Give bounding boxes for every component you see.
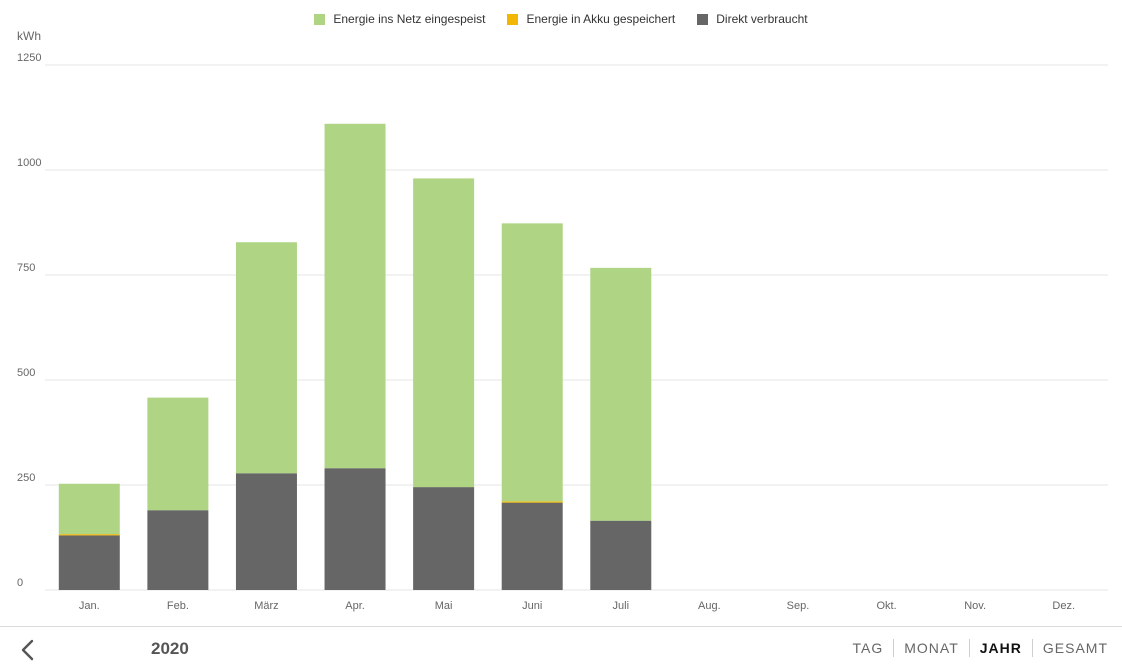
bar-segment[interactable] [235, 242, 297, 474]
bar-segment[interactable] [147, 397, 209, 511]
y-tick-label: 250 [17, 472, 35, 484]
bar-segment[interactable] [147, 510, 209, 590]
legend-item-battery[interactable]: Energie in Akku gespeichert [507, 12, 675, 26]
y-tick-label: 500 [17, 367, 35, 379]
y-axis-label: kWh [17, 29, 41, 43]
x-tick-label: Okt. [876, 600, 896, 612]
legend-label-grid-fed: Energie ins Netz eingespeist [333, 12, 486, 26]
chevron-left-icon [21, 639, 34, 661]
x-tick-label: Sep. [787, 600, 810, 612]
legend-label-direct: Direkt verbraucht [716, 12, 808, 26]
tab-divider [968, 639, 970, 657]
x-tick-label: Feb. [167, 600, 189, 612]
bar-segment[interactable] [324, 123, 386, 469]
x-tick-label: Juni [522, 600, 542, 612]
bar-segment[interactable] [324, 468, 386, 590]
bar-segment[interactable] [413, 487, 475, 590]
x-tick-label: Dez. [1052, 600, 1075, 612]
bar-segment[interactable] [501, 502, 563, 590]
legend-item-direct[interactable]: Direkt verbraucht [697, 12, 808, 26]
bar-segment[interactable] [590, 520, 652, 590]
x-tick-label: Juli [613, 600, 630, 612]
y-tick-label: 750 [17, 262, 35, 274]
tab-jahr[interactable]: JAHR [979, 640, 1022, 656]
legend-label-battery: Energie in Akku gespeichert [526, 12, 676, 26]
x-tick-label: Jan. [79, 600, 100, 612]
x-axis-ticks: Jan. Feb. März Apr. Mai Juni Juli Aug. Sep. Okt. N… [79, 600, 1075, 612]
tab-tag[interactable]: TAG [852, 640, 884, 656]
bar-segment[interactable] [501, 501, 563, 503]
chart-legend: Energie ins Netz eingespeist Energie in … [0, 12, 1122, 26]
x-tick-label: Nov. [964, 600, 986, 612]
year-label: 2020 [151, 639, 189, 658]
y-tick-label: 1250 [17, 52, 41, 64]
bar-segment[interactable] [58, 483, 120, 535]
bar-segment[interactable] [58, 535, 120, 590]
x-tick-label: Mai [435, 600, 453, 612]
energy-bar-chart: 0 250 500 750 1000 1250 kWh Jan. Feb. März Apr. M… [17, 29, 1108, 612]
tab-divider [893, 639, 895, 657]
tab-monat[interactable]: MONAT [904, 640, 959, 656]
legend-swatch-grid-fed [314, 13, 326, 25]
bar-segment[interactable] [501, 223, 563, 502]
bar-segment[interactable] [590, 267, 652, 521]
y-tick-label: 0 [17, 577, 23, 589]
legend-item-grid-fed[interactable]: Energie ins Netz eingespeist [314, 12, 485, 26]
x-tick-label: Apr. [345, 600, 365, 612]
legend-swatch-direct [697, 13, 709, 25]
tab-divider [1031, 639, 1033, 657]
bars [58, 123, 652, 590]
x-tick-label: März [254, 600, 278, 612]
bar-segment[interactable] [413, 178, 475, 488]
period-tabs: TAG MONAT JAHR GESAMT [842, 639, 1118, 657]
y-tick-label: 1000 [17, 157, 41, 169]
footer-bar: 2020 TAG MONAT JAHR GESAMT [0, 626, 1122, 668]
bar-segment[interactable] [58, 534, 120, 536]
legend-swatch-battery [507, 13, 519, 25]
tab-gesamt[interactable]: GESAMT [1042, 640, 1108, 656]
grid-lines [45, 64, 1108, 591]
back-button[interactable] [14, 637, 40, 663]
x-tick-label: Aug. [698, 600, 721, 612]
y-axis-ticks: 0 250 500 750 1000 1250 [17, 52, 41, 589]
bar-segment[interactable] [235, 473, 297, 590]
